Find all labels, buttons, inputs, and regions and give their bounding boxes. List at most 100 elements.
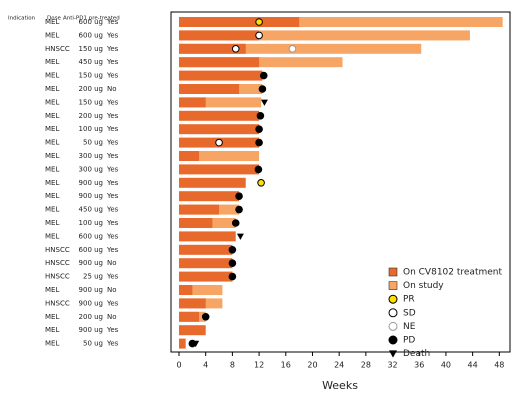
treatment-bar (179, 57, 260, 68)
column-header: Anti-PD1 pre-treated (63, 16, 120, 22)
treatment-bar (179, 43, 246, 54)
study-bar (179, 97, 262, 108)
indication: MEL (45, 219, 59, 227)
event-marker (192, 340, 200, 348)
study-bar (179, 285, 223, 295)
event-marker (235, 192, 243, 200)
indication: MEL (45, 58, 59, 66)
pretreated: No (107, 286, 117, 294)
dose: 100 ug (79, 125, 103, 133)
pretreated: No (107, 259, 117, 267)
dose: 150 ug (79, 45, 103, 53)
pretreated: Yes (106, 165, 119, 173)
legend-label: SD (403, 308, 416, 318)
x-tick-label: 44 (468, 361, 478, 370)
study-bar (179, 43, 422, 54)
treatment-bar (179, 271, 233, 282)
legend-label: Death (403, 349, 430, 359)
pretreated: No (107, 313, 117, 321)
pretreated: Yes (106, 152, 119, 160)
x-tick-label: 12 (254, 361, 264, 370)
indication: MEL (45, 152, 59, 160)
event-marker (260, 99, 268, 106)
dose: 900 ug (79, 326, 103, 334)
dose: 200 ug (79, 112, 103, 120)
x-tick-label: 48 (494, 361, 504, 370)
dose: 900 ug (79, 299, 103, 307)
pretreated: Yes (106, 232, 119, 240)
indication: MEL (45, 286, 59, 294)
plot-frame (170, 11, 511, 353)
dose: 450 ug (79, 206, 103, 214)
legend-label: On study (403, 281, 444, 291)
pretreated: Yes (106, 72, 119, 80)
treatment-bar (179, 311, 200, 322)
study-bar (179, 30, 470, 41)
pretreated: Yes (106, 246, 119, 254)
treatment-bar (179, 17, 300, 27)
dose: 600 ug (79, 246, 103, 254)
x-tick-label: 4 (203, 361, 208, 370)
study-bar (179, 57, 343, 68)
event-marker (215, 138, 223, 147)
dose: 900 ug (79, 192, 103, 200)
event-marker (257, 179, 265, 187)
legend-swatch (388, 294, 398, 304)
event-marker (255, 31, 263, 40)
event-marker (258, 85, 267, 93)
pretreated: Yes (106, 192, 119, 200)
treatment-bar (179, 84, 240, 94)
indication: MEL (45, 206, 59, 214)
indication: MEL (45, 179, 59, 187)
event-marker (255, 18, 263, 26)
indication: MEL (45, 31, 59, 39)
treatment-bar (179, 110, 260, 121)
dose: 200 ug (79, 313, 103, 321)
event-marker (231, 45, 240, 53)
treatment-bar (179, 244, 233, 255)
treatment-bar (179, 151, 200, 161)
treatment-bar (179, 325, 206, 336)
dose: 150 ug (79, 98, 103, 106)
indication: MEL (45, 165, 59, 173)
pretreated: Yes (106, 299, 119, 307)
legend-label: PD (403, 336, 415, 346)
x-tick-label: 28 (361, 361, 371, 370)
indication: MEL (45, 112, 59, 120)
x-tick-label: 24 (334, 361, 344, 370)
treatment-bar (179, 285, 193, 295)
treatment-bar (179, 177, 246, 188)
event-marker (255, 138, 263, 147)
dose: 900 ug (79, 286, 103, 294)
indication: MEL (45, 326, 59, 334)
dose: 150 ug (79, 72, 103, 80)
treatment-bar (179, 97, 206, 108)
indication: MEL (45, 85, 59, 93)
dose: 600 ug (79, 18, 103, 26)
pretreated: Yes (106, 179, 119, 187)
legend-swatch (388, 321, 398, 331)
treatment-bar (179, 164, 260, 175)
x-tick-label: 8 (230, 361, 235, 370)
legend-swatch (388, 267, 398, 277)
x-tick-label: 0 (176, 361, 181, 370)
dose: 900 ug (79, 179, 103, 187)
x-tick-label: 40 (441, 361, 451, 370)
treatment-bar (179, 298, 206, 309)
treatment-bar (179, 124, 260, 135)
column-header: Dose (47, 16, 61, 22)
dose: 600 ug (79, 31, 103, 39)
treatment-bar (179, 204, 220, 215)
event-marker (231, 219, 240, 227)
event-marker (228, 246, 237, 254)
dose: 600 ug (79, 232, 103, 240)
pretreated: Yes (106, 125, 119, 133)
indication: MEL (45, 232, 59, 240)
indication: MEL (45, 18, 59, 26)
pretreated: No (107, 85, 117, 93)
legend-label: PR (403, 295, 415, 305)
treatment-bar (179, 338, 186, 349)
indication: MEL (45, 340, 59, 348)
legend-swatch (389, 350, 397, 358)
event-marker (254, 165, 263, 174)
